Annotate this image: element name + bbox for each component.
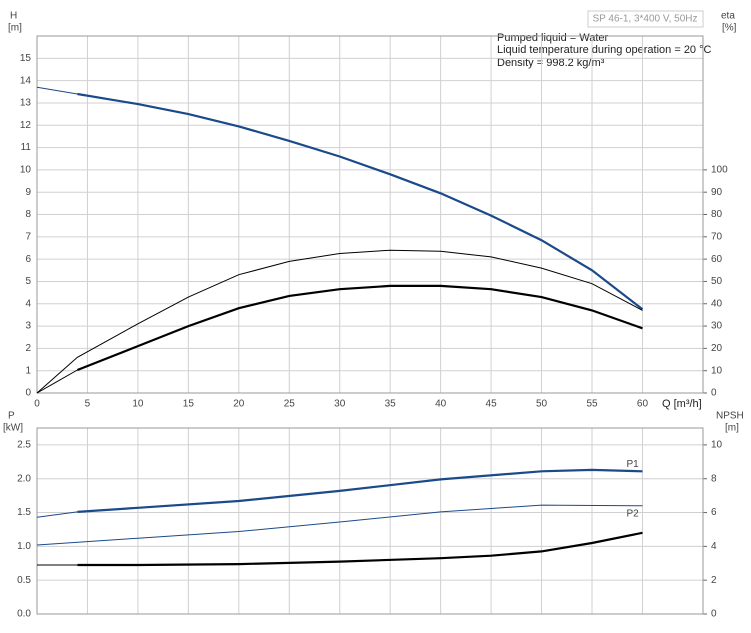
y2-tick-label: 80 <box>711 209 723 220</box>
y-tick-label: 0.0 <box>17 609 31 620</box>
x-tick-label: 40 <box>435 399 447 410</box>
x-tick-label: 25 <box>284 399 296 410</box>
y-tick-label: 12 <box>20 120 32 131</box>
curve <box>77 531 643 567</box>
x-tick-label: 20 <box>233 399 245 410</box>
x-tick-label: 10 <box>132 399 144 410</box>
x-tick-label: 35 <box>385 399 397 410</box>
plot-frame <box>36 35 704 394</box>
y-tick-label: 0.5 <box>17 575 31 586</box>
x-tick-label: 50 <box>536 399 548 410</box>
y2-tick-label: 70 <box>711 231 723 242</box>
y2-tick-label: 40 <box>711 298 723 309</box>
curve <box>36 86 78 95</box>
curve <box>36 249 643 394</box>
y2-tick-label: 0 <box>711 388 717 399</box>
y-tick-label: 2.5 <box>17 440 31 451</box>
y2-tick-label: 100 <box>711 165 728 176</box>
y-tick-label: 10 <box>20 165 32 176</box>
header: SP 46-1, 3*400 V, 50Hz <box>592 14 697 25</box>
annotation: Liquid temperature during operation = 20… <box>497 44 712 56</box>
plot-frame <box>36 427 704 615</box>
y-tick-label: 4 <box>25 298 31 309</box>
y-tick-label: 7 <box>25 231 31 242</box>
y-unit: [kW] <box>3 423 23 434</box>
annotation: Pumped liquid = Water <box>497 32 609 44</box>
y-tick-label: 0 <box>25 388 31 399</box>
y-tick-label: 11 <box>21 142 32 153</box>
y2-unit: [m] <box>725 423 739 434</box>
y-tick-label: 13 <box>20 98 32 109</box>
curve <box>36 504 643 546</box>
y-tick-label: 1 <box>25 365 31 376</box>
y-tick-label: 3 <box>25 321 31 332</box>
y-unit: [m] <box>8 23 22 34</box>
y2-unit: [%] <box>722 23 737 34</box>
curve <box>77 92 644 311</box>
y2-tick-label: 10 <box>711 440 723 451</box>
y2-tick-label: 6 <box>711 507 717 518</box>
annotation: Density = 998.2 kg/m³ <box>497 57 605 69</box>
y-tick-label: 15 <box>20 53 32 64</box>
x-tick-label: 0 <box>34 399 40 410</box>
header-box <box>587 10 704 28</box>
y-tick-label: 8 <box>25 209 31 220</box>
y-label: P <box>8 411 15 422</box>
curve <box>36 511 78 518</box>
y-tick-label: 14 <box>20 75 32 86</box>
y2-tick-label: 90 <box>711 187 723 198</box>
curve <box>36 369 78 394</box>
y-tick-label: 1.5 <box>17 507 31 518</box>
y2-tick-label: 20 <box>711 343 723 354</box>
y2-tick-label: 50 <box>711 276 723 287</box>
y2-label: NPSH <box>716 411 744 422</box>
x-tick-label: 45 <box>486 399 498 410</box>
y-tick-label: 9 <box>25 187 31 198</box>
y2-label: eta <box>721 11 735 22</box>
curve <box>76 284 643 372</box>
y2-tick-label: 0 <box>711 609 717 620</box>
curve-label: P2 <box>626 508 639 519</box>
x-tick-label: 60 <box>637 399 649 410</box>
curve-label: P1 <box>626 459 639 470</box>
x-tick-label: 55 <box>586 399 598 410</box>
y-tick-label: 2.0 <box>17 473 31 484</box>
y-tick-label: 2 <box>25 343 31 354</box>
curve <box>77 468 643 513</box>
x-tick-label: 15 <box>183 399 195 410</box>
y2-tick-label: 60 <box>711 254 723 265</box>
y2-tick-label: 10 <box>711 365 723 376</box>
y-tick-label: 6 <box>25 254 31 265</box>
y2-tick-label: 8 <box>711 473 717 484</box>
x-label: Q [m³/h] <box>662 398 702 410</box>
x-tick-label: 30 <box>334 399 346 410</box>
y-label: H <box>10 11 17 22</box>
y-tick-label: 5 <box>25 276 31 287</box>
x-tick-label: 5 <box>85 399 91 410</box>
y2-tick-label: 30 <box>711 321 723 332</box>
y2-tick-label: 4 <box>711 541 717 552</box>
y2-tick-label: 2 <box>711 575 717 586</box>
y-tick-label: 1.0 <box>17 541 31 552</box>
